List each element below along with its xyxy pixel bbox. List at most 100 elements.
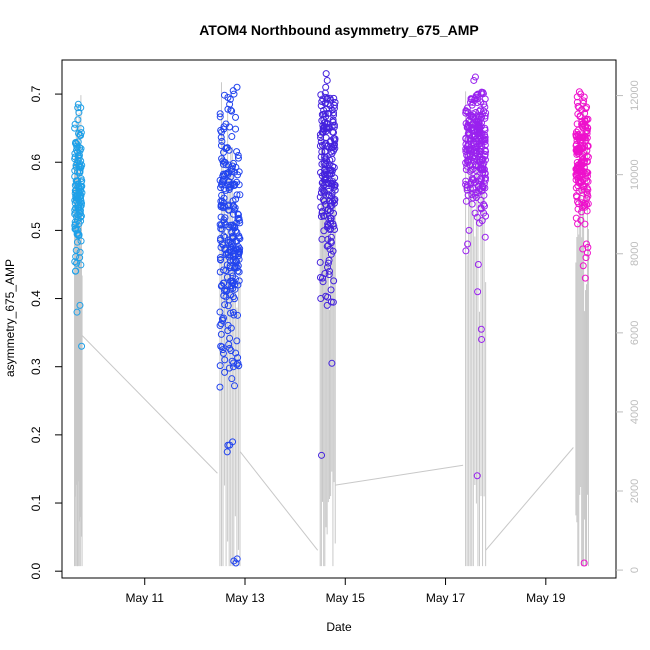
- x-tick-label: May 19: [526, 591, 566, 605]
- data-point: [331, 101, 339, 109]
- data-point: [76, 254, 84, 262]
- data-point: [230, 557, 238, 565]
- data-point: [216, 362, 224, 370]
- data-point: [231, 281, 239, 289]
- data-point: [481, 151, 489, 159]
- data-point: [473, 147, 481, 155]
- data-point: [74, 211, 82, 219]
- data-point: [235, 216, 243, 224]
- data-point: [78, 342, 86, 350]
- data-point: [224, 302, 232, 310]
- data-point: [329, 116, 337, 124]
- data-point: [584, 178, 592, 186]
- data-point: [228, 107, 236, 115]
- data-point: [73, 308, 81, 316]
- y-tick-label: 0.6: [29, 154, 43, 171]
- data-point: [330, 277, 338, 285]
- scatter-points: [71, 70, 592, 567]
- data-point: [323, 207, 331, 215]
- data-point: [217, 213, 225, 221]
- data-point: [222, 145, 230, 153]
- data-point: [465, 226, 473, 234]
- secondary-segment: [485, 447, 574, 551]
- data-point: [223, 169, 231, 177]
- data-point: [233, 191, 241, 199]
- data-point: [223, 273, 231, 281]
- data-point: [574, 220, 582, 228]
- data-point: [77, 191, 85, 199]
- data-point: [326, 214, 334, 222]
- secondary-segment: [79, 332, 218, 474]
- data-point: [325, 267, 333, 275]
- data-point: [583, 177, 591, 185]
- data-point: [320, 170, 328, 178]
- data-point: [217, 221, 225, 229]
- data-point: [235, 168, 243, 176]
- data-point: [466, 129, 474, 137]
- data-point: [329, 247, 337, 255]
- data-point: [478, 335, 486, 343]
- data-point: [225, 364, 233, 372]
- data-point: [480, 107, 488, 115]
- data-point: [230, 206, 238, 214]
- data-point: [574, 102, 582, 110]
- data-point: [482, 109, 490, 117]
- data-point: [318, 148, 326, 156]
- data-point: [331, 186, 339, 194]
- data-point: [320, 197, 328, 205]
- data-point: [579, 262, 587, 270]
- x-tick-label: May 15: [326, 591, 366, 605]
- data-point: [233, 360, 241, 368]
- data-point: [473, 472, 481, 480]
- data-point: [77, 202, 85, 210]
- x-tick-label: May 11: [125, 591, 164, 605]
- data-point: [331, 98, 339, 106]
- data-point: [321, 175, 329, 183]
- data-point: [220, 158, 228, 166]
- data-point: [73, 259, 81, 267]
- data-point: [230, 222, 238, 230]
- data-point: [326, 156, 334, 164]
- y-tick-label: 0.7: [29, 85, 43, 102]
- data-point: [229, 159, 237, 167]
- data-point: [76, 248, 84, 256]
- data-point: [226, 344, 234, 352]
- data-point: [77, 203, 85, 211]
- data-point: [217, 133, 225, 141]
- data-point: [216, 268, 224, 276]
- data-point: [71, 173, 79, 181]
- data-point: [236, 191, 244, 199]
- data-point: [217, 181, 225, 189]
- data-point: [462, 197, 470, 205]
- data-point: [225, 236, 233, 244]
- data-point: [467, 156, 475, 164]
- data-point: [219, 349, 227, 357]
- y2-tick-label: 10000: [629, 159, 641, 190]
- data-point: [75, 231, 83, 239]
- data-point: [320, 182, 328, 190]
- data-point: [327, 286, 335, 294]
- data-point: [219, 170, 227, 178]
- data-point: [225, 253, 233, 261]
- data-point: [73, 238, 81, 246]
- y2-tick-label: 8000: [629, 242, 641, 266]
- data-point: [234, 354, 242, 362]
- data-point: [324, 100, 332, 108]
- data-point: [218, 197, 226, 205]
- data-point: [316, 258, 324, 266]
- data-point: [218, 225, 226, 233]
- data-point: [575, 104, 583, 112]
- data-point: [582, 240, 590, 248]
- data-point: [236, 219, 244, 227]
- data-point: [462, 177, 470, 185]
- data-point: [233, 148, 241, 156]
- data-point: [225, 181, 233, 189]
- data-point: [224, 105, 232, 113]
- y-tick-label: 0.5: [29, 222, 43, 239]
- data-point: [236, 245, 244, 253]
- data-point: [228, 375, 236, 383]
- data-point: [477, 325, 485, 333]
- y2-tick-label: 2000: [629, 479, 641, 503]
- data-point: [234, 151, 242, 159]
- data-point: [576, 166, 584, 174]
